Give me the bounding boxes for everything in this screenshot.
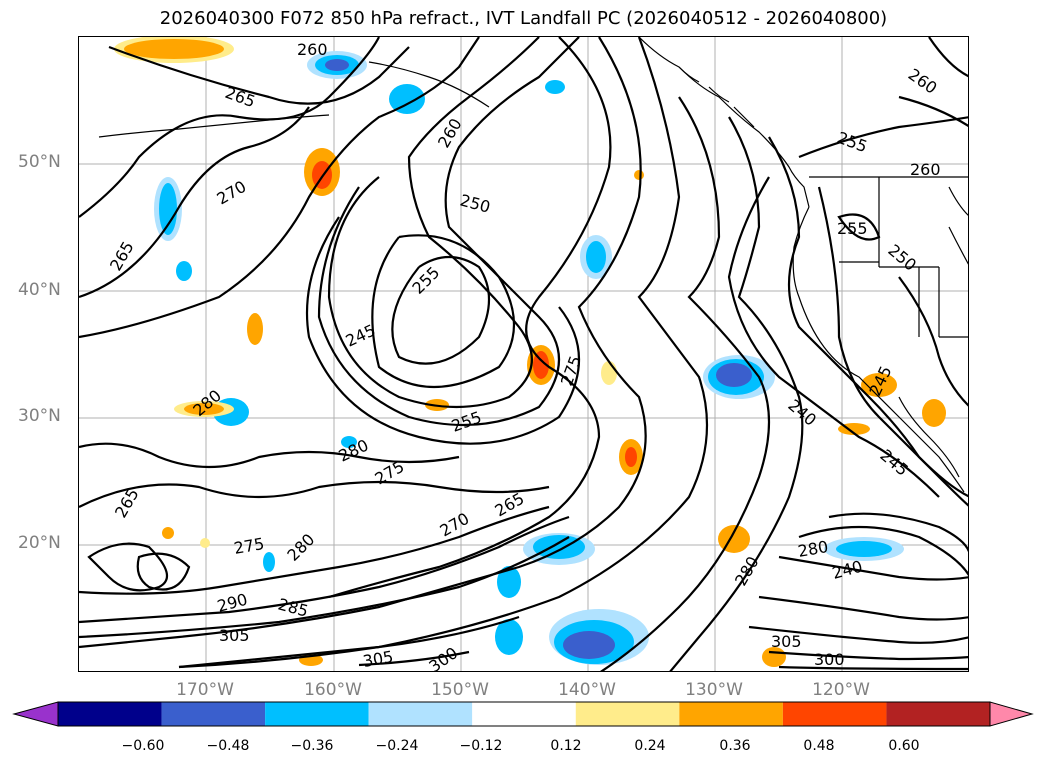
colorbar-tick: −0.48	[206, 738, 250, 754]
lon-label-120w: 120°W	[812, 680, 870, 700]
lon-label-150w: 150°W	[431, 680, 489, 700]
lon-label-160w: 160°W	[304, 680, 362, 700]
colorbar-tick: 0.48	[803, 738, 835, 754]
contour-label: 260	[910, 160, 941, 179]
contour-label: 265	[492, 489, 528, 521]
contour-label: 255	[449, 407, 484, 435]
colorbar-tick: −0.12	[459, 738, 503, 754]
lat-label-50n: 50°N	[18, 152, 61, 172]
colorbar-segment	[679, 702, 783, 726]
colorbar-segments	[58, 702, 990, 726]
colorbar-border	[57, 701, 991, 727]
contour-label: 275	[557, 353, 585, 388]
colorbar-max-extend	[989, 701, 1034, 727]
colorbar-segment	[575, 702, 680, 726]
anomaly-fills	[114, 37, 946, 667]
contour-label: 265	[106, 238, 138, 274]
contour-label: 300	[814, 650, 845, 669]
contour-label: 265	[111, 485, 143, 521]
colorbar-segment	[368, 702, 473, 726]
colorbar-segment	[58, 702, 162, 726]
contour-label: 280	[283, 530, 318, 565]
contour-label: 240	[784, 396, 820, 430]
contour-label: 260	[905, 65, 941, 98]
colorbar-segment	[886, 702, 990, 726]
lon-label-170w: 170°W	[176, 680, 234, 700]
contour-label: 290	[215, 590, 249, 616]
contour-labels: 260 265 270 265 260 250 255 245 275 255 …	[106, 40, 941, 672]
map-title: 2026040300 F072 850 hPa refract., IVT La…	[159, 8, 888, 29]
contour-label: 270	[214, 177, 250, 209]
lon-label-130w: 130°W	[685, 680, 743, 700]
lon-label-140w: 140°W	[558, 680, 616, 700]
colorbar-tick: 0.12	[550, 738, 582, 754]
contour-label: 255	[408, 263, 443, 298]
contour-label: 280	[336, 435, 372, 465]
contour-label: 240	[830, 557, 864, 583]
map-canvas: 260 265 270 265 260 250 255 245 275 255 …	[79, 37, 968, 672]
refractivity-contours	[79, 37, 968, 671]
colorbar-segment	[265, 702, 369, 726]
contour-label: 300	[425, 643, 461, 672]
contour-label: 275	[232, 534, 265, 558]
contour-label: 305	[219, 626, 250, 645]
contour-label: 250	[884, 241, 920, 275]
colorbar-tick: −0.36	[290, 738, 334, 754]
colorbar-tick: −0.24	[375, 738, 419, 754]
contour-label: 265	[223, 83, 258, 111]
colorbar-tick: −0.60	[121, 738, 165, 754]
colorbar-segment	[472, 702, 576, 726]
map-panel: 260 265 270 265 260 250 255 245 275 255 …	[78, 36, 969, 672]
contour-label: 285	[276, 595, 310, 621]
contour-label: 255	[835, 128, 870, 156]
coastlines	[98, 37, 968, 493]
contour-label: 270	[437, 509, 473, 541]
colorbar-tick: 0.60	[888, 738, 920, 754]
contour-label: 250	[458, 191, 492, 217]
contour-label: 260	[297, 40, 328, 59]
colorbar-segment	[161, 702, 266, 726]
contour-label: 305	[361, 647, 394, 671]
lat-label-30n: 30°N	[18, 406, 61, 426]
contour-label: 305	[771, 632, 802, 651]
colorbar-tick: 0.36	[719, 738, 751, 754]
contour-label: 255	[837, 219, 868, 238]
lat-label-40n: 40°N	[18, 280, 61, 300]
lat-label-20n: 20°N	[18, 533, 61, 553]
colorbar-tick: 0.24	[634, 738, 666, 754]
colorbar-min-extend	[12, 701, 59, 727]
contour-label: 280	[796, 537, 829, 561]
colorbar-segment	[782, 702, 887, 726]
colorbar	[12, 701, 1034, 727]
